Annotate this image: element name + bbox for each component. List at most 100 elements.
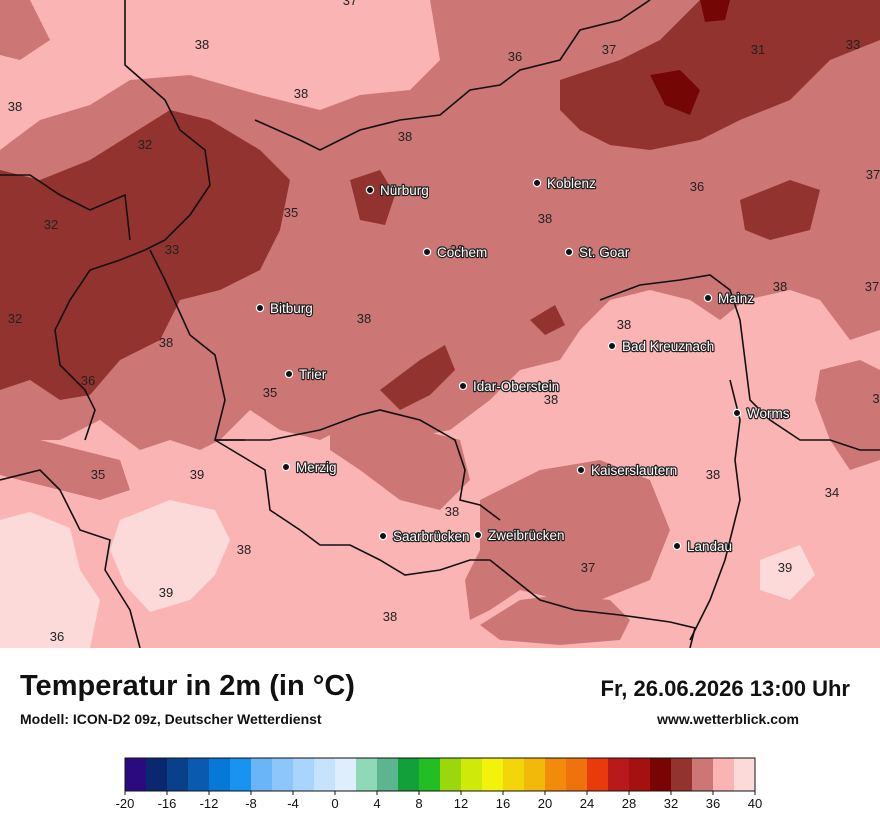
city-label: Bad Kreuznach (622, 339, 714, 354)
temperature-value: 36 (81, 373, 95, 388)
city-dot (672, 541, 682, 551)
temperature-value: 38 (237, 542, 251, 557)
city-label: Kaiserslautern (591, 463, 677, 478)
legend-tick-label: -20 (116, 796, 135, 811)
border-rlp-hesse (599, 274, 880, 451)
temperature-value: 38 (357, 311, 371, 326)
temperature-value-labels: 38 36 37 31 33 38 38 38 32 35 36 37 32 33 38 38 38 32 38 37… (8, 0, 880, 644)
city-label: Zweibrücken (488, 528, 565, 543)
city-dot (576, 465, 586, 475)
temperature-value: 34 (825, 485, 839, 500)
city-dot (284, 369, 294, 379)
city-label: Mainz (718, 291, 754, 306)
temperature-value: 38 (617, 317, 631, 332)
city-label: Koblenz (547, 176, 596, 191)
city-koblenz: Koblenz (532, 175, 597, 192)
legend-swatch (356, 758, 378, 791)
city-idar-oberstein: Idar-Oberstein (458, 378, 560, 395)
temperature-value: 39 (778, 560, 792, 575)
field-34-36-stgoar (530, 305, 565, 335)
city-markers: Nürburg Koblenz Cochem St. Goar Bitburg Mainz… (255, 175, 791, 555)
legend-swatch (209, 758, 231, 791)
legend-swatch (461, 758, 483, 791)
city-dot (473, 530, 483, 540)
city-dot (703, 293, 713, 303)
forecast-datetime: Fr, 26.06.2026 13:00 Uhr (600, 676, 851, 701)
field-39-40-saarland (110, 500, 230, 612)
city-label: Landau (687, 539, 732, 554)
temperature-value: 36 (50, 629, 64, 644)
legend-swatch (650, 758, 672, 791)
legend-tick-label: 20 (538, 796, 552, 811)
temperature-value: 35 (91, 467, 105, 482)
temperature-map: 38 36 37 31 33 38 38 38 32 35 36 37 32 33 38 38 38 32 38 37… (0, 0, 880, 648)
city-label: Worms (747, 406, 790, 421)
city-label: Merzig (296, 460, 337, 475)
city-label: Saarbrücken (393, 529, 470, 544)
temperature-value: 38 (538, 211, 552, 226)
field-32-34-top (700, 0, 730, 22)
legend-swatch (314, 758, 336, 791)
legend-tick-label: 12 (454, 796, 468, 811)
legend-tick-label: 36 (706, 796, 720, 811)
temperature-value: 3 (872, 391, 879, 406)
legend-swatch (146, 758, 168, 791)
legend-swatch (587, 758, 609, 791)
legend-swatch (482, 758, 504, 791)
border-france-germany (214, 439, 696, 648)
temperature-value: 38 (195, 37, 209, 52)
legend-swatch (398, 758, 420, 791)
temperature-value: 38 (544, 392, 558, 407)
legend-tick-label: -16 (158, 796, 177, 811)
legend-tick-label: 40 (748, 796, 762, 811)
footer: Temperatur in 2m (in °C) Modell: ICON-D2… (0, 648, 880, 830)
city-label: Nürburg (380, 183, 429, 198)
legend-swatch (230, 758, 252, 791)
temperature-value: 31 (751, 42, 765, 57)
legend-tick-label: 16 (496, 796, 510, 811)
border-nrw-rlp (254, 0, 651, 151)
city-trier: Trier (284, 366, 328, 383)
temperature-value: 38 (398, 129, 412, 144)
field-39-40-east (760, 545, 815, 600)
city-kaiserslautern: Kaiserslautern (576, 462, 678, 479)
legend-swatch (566, 758, 588, 791)
legend-swatch (545, 758, 567, 791)
legend-swatch (251, 758, 273, 791)
temperature-value: 37 (343, 0, 357, 8)
legend-swatch (419, 758, 441, 791)
field-34-36-east (740, 180, 820, 240)
legend-swatch (188, 758, 210, 791)
legend-swatch (524, 758, 546, 791)
legend-frame (124, 757, 756, 792)
city-dot (365, 185, 375, 195)
field-36-38-central (330, 415, 470, 510)
temperature-value: 38 (450, 242, 464, 257)
city-n-rburg: Nürburg (365, 182, 430, 199)
field-36-38-top-left (0, 0, 50, 60)
city-label: Idar-Oberstein (473, 379, 559, 394)
field-36-38-west (0, 430, 130, 500)
city-dot (532, 178, 542, 188)
temperature-value: 38 (8, 99, 22, 114)
legend-swatch (629, 758, 651, 791)
legend-swatch (293, 758, 315, 791)
legend-tick-label: 8 (415, 796, 422, 811)
legend-tick-label: 4 (373, 796, 380, 811)
legend-tick-label: 32 (664, 796, 678, 811)
legend-swatch (503, 758, 525, 791)
temperature-value: 36 (508, 49, 522, 64)
website-url: www.wetterblick.com (657, 711, 799, 727)
legend-swatch (671, 758, 693, 791)
border-rlp-bw (689, 379, 741, 641)
temperature-value: 38 (445, 504, 459, 519)
city-label: Trier (299, 367, 327, 382)
temperature-value: 38 (159, 335, 173, 350)
city-cochem: Cochem (422, 244, 488, 261)
city-dot (564, 247, 574, 257)
legend-swatch (377, 758, 399, 791)
temperature-value: 32 (8, 311, 22, 326)
temperature-value: 32 (44, 217, 58, 232)
model-info: Modell: ICON-D2 09z, Deutscher Wetterdie… (20, 711, 322, 727)
city-worms: Worms (732, 405, 791, 422)
